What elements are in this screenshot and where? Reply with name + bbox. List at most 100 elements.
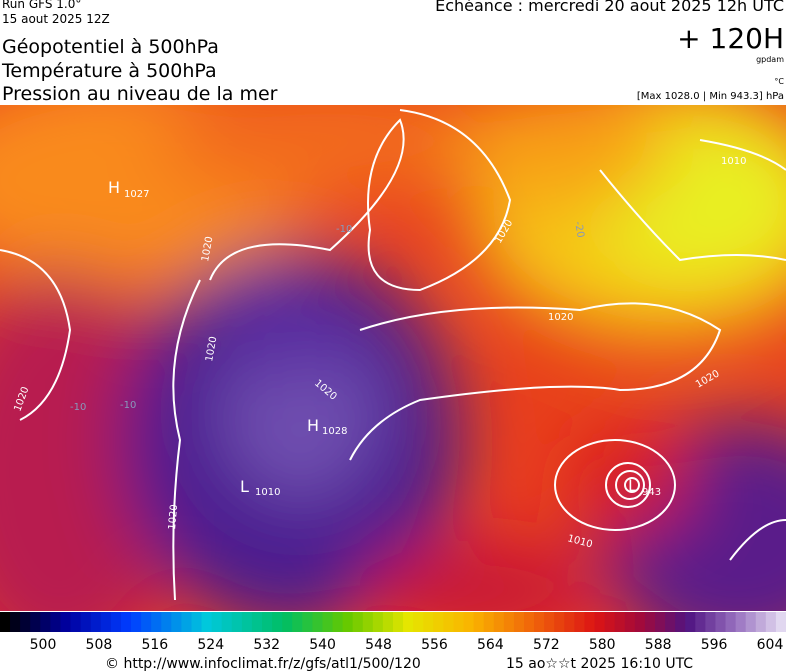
colorbar-swatch	[755, 612, 767, 632]
colorbar-swatch	[624, 612, 636, 632]
colorbar-swatch	[483, 612, 495, 632]
colorbar-swatch	[655, 612, 666, 632]
colorbar-swatch	[735, 612, 747, 632]
colorbar-label: 540	[309, 637, 336, 653]
colorbar-swatch	[201, 612, 213, 632]
isobar-label: 1020	[204, 336, 219, 363]
high-value: 1027	[124, 189, 149, 200]
isotherm-label: -10	[120, 400, 136, 411]
colorbar-swatch	[332, 612, 344, 632]
isotherm-label: -20	[572, 221, 586, 239]
colorbar-swatch	[80, 612, 92, 632]
colorbar-swatch	[443, 612, 454, 632]
colorbar-swatch	[100, 612, 112, 632]
colorbar-label: 500	[30, 637, 57, 653]
colorbar-swatch	[413, 612, 424, 632]
colorbar-swatch	[534, 612, 545, 632]
unit: °C	[774, 77, 784, 86]
colorbar-swatch	[10, 612, 21, 632]
colorbar-label: 604	[757, 637, 784, 653]
run-date: 15 aout 2025 12Z	[2, 12, 110, 26]
colorbar-swatch	[544, 612, 555, 632]
colorbar-swatch	[272, 612, 283, 632]
low-value: 1010	[255, 487, 280, 498]
isobar-label: 1010	[721, 156, 746, 167]
colorbar-swatch	[292, 612, 303, 632]
colorbar-swatch	[342, 612, 354, 632]
colorbar-swatch	[503, 612, 515, 632]
run: Run GFS 1.0°	[2, 0, 81, 11]
generated: 15 ao☆☆t 2025 16:10 UTC	[506, 656, 693, 672]
colorbar-swatch	[644, 612, 656, 632]
colorbar-swatch	[584, 612, 596, 632]
low-letter: L	[240, 477, 249, 496]
unit: gpdam	[756, 55, 784, 64]
colorbar-swatch	[262, 612, 273, 632]
colorbar-swatch	[282, 612, 293, 632]
high-letter: H	[307, 416, 319, 435]
colorbar-swatch	[70, 612, 82, 632]
colorbar-swatch	[695, 612, 706, 632]
colorbar-swatch	[493, 612, 505, 632]
colorbar-swatch	[382, 612, 394, 632]
colorbar-swatch	[30, 612, 41, 632]
map: H 1027 H 1028 L 1010 L 943 1020 1020 102…	[0, 105, 786, 611]
colorbar-swatch	[594, 612, 606, 632]
colorbar-swatch	[463, 612, 475, 632]
low-value: 943	[642, 487, 661, 498]
colorbar-swatch	[20, 612, 31, 632]
colorbar-swatch	[110, 612, 122, 632]
colorbar-swatch	[564, 612, 575, 632]
colorbar-swatch	[181, 612, 192, 632]
title: Pression au niveau de la mer	[2, 83, 278, 105]
colorbar-swatch	[221, 612, 233, 632]
colorbar-label: 532	[253, 637, 280, 653]
colorbar-label: 572	[533, 637, 560, 653]
colorbar-swatch	[0, 612, 11, 632]
colorbar-swatch	[715, 612, 727, 632]
colorbar-swatch	[524, 612, 535, 632]
colorbar-swatch	[40, 612, 51, 632]
colorbar-swatch	[614, 612, 626, 632]
high-value: 1028	[322, 426, 347, 437]
colorbar-swatch	[141, 612, 152, 632]
isotherm-label: -10	[336, 224, 352, 235]
colorbar-swatch	[60, 612, 72, 632]
colorbar-swatch	[403, 612, 414, 632]
colorbar-swatch	[473, 612, 485, 632]
colorbar-swatch	[574, 612, 585, 632]
colorbar-swatch	[352, 612, 364, 632]
colorbar-swatch	[765, 612, 777, 632]
pressure-range: [Max 1028.0 | Min 943.3] hPa	[637, 91, 784, 102]
colorbar-swatch	[251, 612, 263, 632]
isobar-label: 1020	[200, 236, 215, 263]
colorbar-label: 596	[701, 637, 728, 653]
colorbar-swatch	[231, 612, 243, 632]
isotherm-label: -10	[70, 402, 86, 413]
colorbar-swatch	[50, 612, 61, 632]
colorbar-swatch	[423, 612, 434, 632]
colorbar-swatch	[312, 612, 323, 632]
colorbar-swatch	[665, 612, 676, 632]
colorbar-swatch	[453, 612, 465, 632]
colorbar-label: 548	[365, 637, 392, 653]
isobar-label: 1020	[548, 312, 573, 323]
colorbar-swatch	[685, 612, 696, 632]
isobar-label: 1020	[167, 504, 180, 530]
colorbar-swatch	[302, 612, 313, 632]
colorbar-swatch	[241, 612, 253, 632]
colorbar-swatch	[362, 612, 374, 632]
low-letter: L	[628, 476, 637, 495]
colorbar-swatch	[322, 612, 334, 632]
colorbar-label: 556	[421, 637, 448, 653]
colorbar-swatch	[171, 612, 182, 632]
colorbar: 500 508 516 524 532 540 548 556 564 572 580 588 596 6…	[0, 612, 786, 653]
colorbar-swatch	[513, 612, 525, 632]
colorbar-label: 588	[645, 637, 672, 653]
colorbar-swatch	[433, 612, 444, 632]
colorbar-swatch	[372, 612, 384, 632]
colorbar-swatch	[120, 612, 132, 632]
colorbar-label: 564	[477, 637, 504, 653]
colorbar-swatch	[90, 612, 102, 632]
